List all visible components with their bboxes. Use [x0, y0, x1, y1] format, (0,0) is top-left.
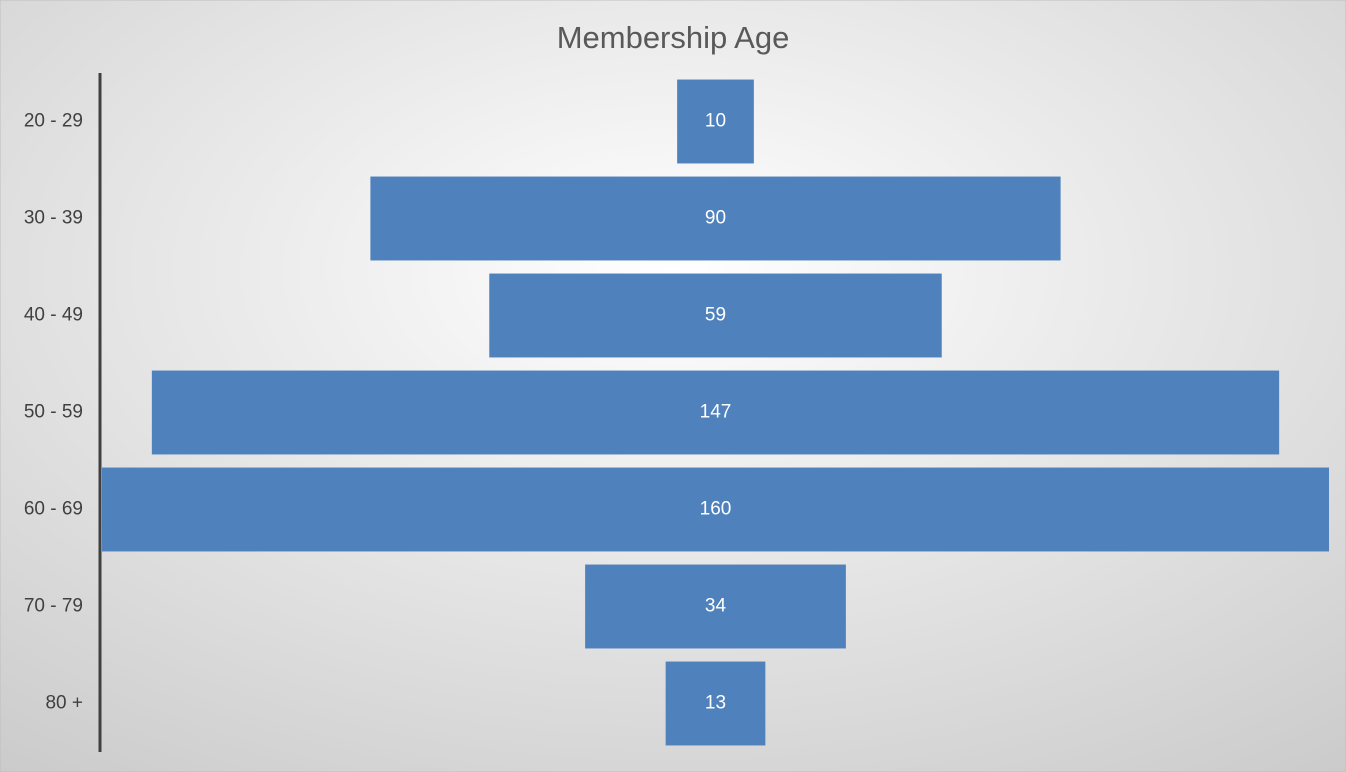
funnel-bar [102, 467, 1329, 552]
data-label: 10 [705, 111, 726, 132]
category-label: 40 - 49 [24, 305, 83, 326]
data-label: 90 [705, 208, 726, 229]
funnel-bar [489, 273, 942, 358]
data-label: 13 [705, 693, 726, 714]
chart-title: Membership Age [557, 20, 790, 55]
category-label: 80 + [45, 693, 83, 714]
funnel-bar [370, 176, 1061, 261]
data-label: 34 [705, 596, 727, 617]
category-label: 30 - 39 [24, 208, 83, 229]
funnel-bar [585, 564, 846, 649]
category-label: 20 - 29 [24, 111, 83, 132]
category-label: 70 - 79 [24, 596, 83, 617]
funnel-bar [151, 370, 1280, 455]
category-label: 60 - 69 [24, 499, 83, 520]
data-label: 160 [700, 499, 732, 520]
funnel-bar [677, 79, 754, 164]
funnel-bar [665, 661, 766, 746]
data-label: 147 [700, 402, 732, 423]
data-label: 59 [705, 305, 726, 326]
category-label: 50 - 59 [24, 402, 83, 423]
